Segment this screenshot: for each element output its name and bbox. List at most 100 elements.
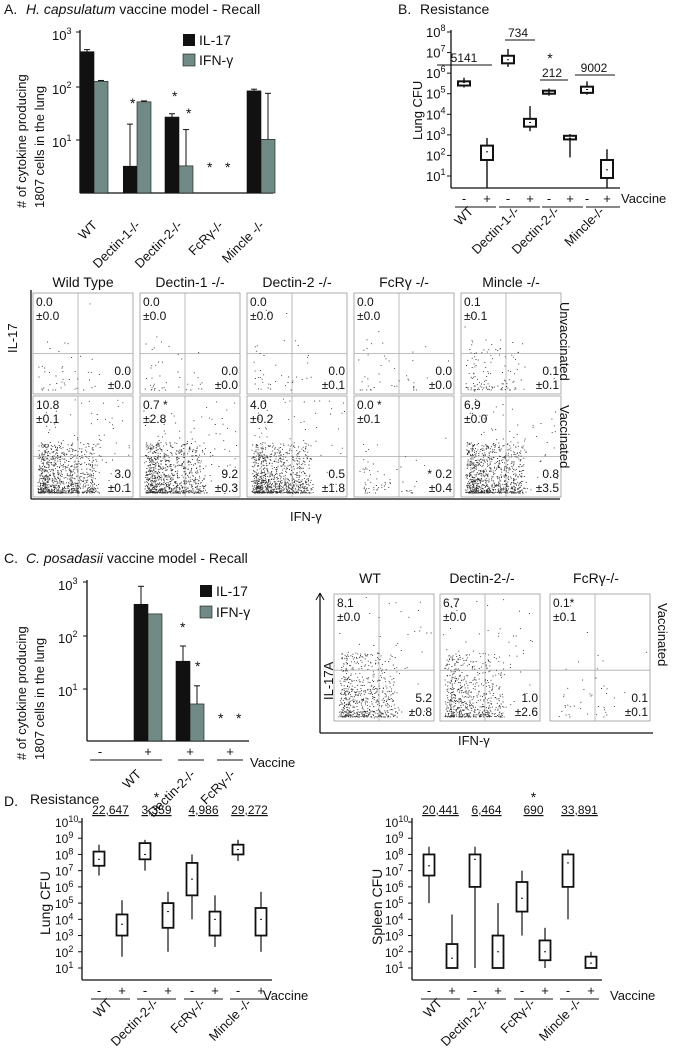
flow2-dots-21: [443, 599, 533, 718]
box-WT-+: [480, 144, 494, 161]
d-lung-box-FcRγ-/--+: [208, 910, 222, 937]
panel-d-spleen-ytick-label-10: 1010: [385, 814, 408, 830]
panel-b-boxes: 5141 734 212 9002 *: [437, 26, 615, 188]
d-lung-sign-1: -: [97, 983, 101, 998]
flow1-lr-value-6: 3.0: [114, 467, 131, 481]
panel-d-spleen-ylabel: Spleen CFU: [369, 869, 385, 945]
flow1-lr-sd-8: ±1.8: [322, 481, 346, 495]
d-spleen-group-label-4: Mincle -/-: [536, 996, 584, 1044]
panel-a-bars: * * * * *: [79, 49, 276, 194]
flow1-dots-9: [359, 437, 447, 494]
panel-d-spleen-ytick-label-7: 107: [385, 863, 403, 879]
flow1-lr-sd-5: ±0.1: [536, 378, 560, 392]
panel-a-ylabel-2: 1807 cells in the lung: [32, 86, 47, 208]
bar-IL-17-Dectin-2-/-: [164, 116, 180, 194]
panel-c-group-wt: WT: [119, 766, 144, 791]
flow2-lr-value-21: 1.0: [521, 691, 538, 705]
legend-swatch-il17: [183, 34, 195, 46]
flow2-ul-sd-21: ±0.0: [443, 610, 467, 624]
significance-star-a-1: *: [130, 95, 136, 111]
flow2-ul-sd-22: ±0.1: [553, 610, 577, 624]
flow1-ul-sd-5: ±0.1: [464, 309, 488, 323]
panel-b-significance-star: *: [547, 50, 553, 66]
panel-b-yticks: 108 107 106 105 104 103 102 101: [426, 23, 451, 184]
d-spleen-box-Mincle -/--+: [584, 955, 598, 969]
panel-a-ytick-1: 101: [52, 133, 71, 150]
legend-c-swatch-ifng: [199, 605, 213, 619]
flow2-ul-value-22: 0.1*: [553, 596, 575, 610]
d-spleen-box-FcRγ-/---: [515, 881, 529, 913]
d-lung-box-WT-+: [115, 913, 129, 937]
flow1-ul-value-5: 0.1: [464, 295, 481, 309]
flow-grid-2: WT Dectin-2-/- FcRγ-/- IL-17A IFN-γ 8.1±…: [315, 570, 670, 748]
flow1-ul-sd-10: ±0.0: [464, 412, 488, 426]
panel-d-title: Resistance: [30, 791, 99, 807]
panel-b-vaccine-label: Vaccine: [621, 191, 666, 206]
flow-grid-1: IL-17 IFN-γ Wild Type Dectin-1 -/- Dectin-…: [5, 274, 572, 524]
panel-c-title-rest: vaccine model - Recall: [103, 550, 248, 566]
panel-d: D. Resistance Lung CFU Spleen CFU 101010…: [4, 789, 655, 1049]
panel-b-title: Resistance: [420, 1, 489, 17]
flow1-row-unvaccinated: Unvaccinated: [557, 302, 572, 381]
panel-b-annotation-4: 9002: [581, 61, 608, 75]
panel-b-ytick-label-4: 104: [426, 105, 445, 122]
panel-d-lung-ytick-label-1: 101: [55, 960, 73, 976]
d-lung-sign-8: +: [257, 983, 265, 998]
panel-c-sign-2: +: [144, 744, 152, 759]
flow1-dots-8: [251, 398, 345, 494]
flow1-lr-sd-4: ±0.0: [429, 378, 453, 392]
significance-star-a-4: *: [207, 159, 213, 175]
panel-b-sign-5: -: [547, 191, 551, 206]
flow2-ul-sd-20: ±0.0: [337, 610, 361, 624]
panel-c-group-fcrg: FcRγ-/-: [197, 767, 238, 808]
flow2-header-wt: WT: [359, 570, 381, 586]
flow1-dots-5: [464, 298, 555, 392]
panel-a-title-rest: vaccine model - Recall: [115, 1, 260, 17]
flow1-lr-value-7: 9.2: [221, 467, 238, 481]
panel-b-ytick-label-5: 105: [426, 85, 445, 102]
panel-a-letter: A.: [4, 1, 17, 17]
panel-c-ylabel-2: 1807 cells in the lung: [32, 638, 47, 760]
panel-b-group-label-4: Mincle-/-: [561, 204, 607, 250]
panel-a-xtick-mincle: Mincle -/-: [219, 218, 267, 266]
panel-c-vaccine-label: Vaccine: [250, 755, 295, 770]
flow1-lr-value-4: 0.0: [435, 364, 452, 378]
d-spleen-box-Mincle -/---: [561, 853, 575, 888]
box-Mincle-/--+: [600, 158, 614, 179]
legend-c-label-ifng: IFN-γ: [216, 604, 250, 620]
panel-b-sign-3: -: [506, 191, 510, 206]
flow1-plot-frame-9: [353, 395, 455, 498]
panel-a-ytick-3: 103: [52, 26, 71, 43]
flow1-row-vaccinated: Vaccinated: [557, 405, 572, 468]
flow1-header-3: Dectin-2 -/-: [262, 274, 332, 290]
panel-b-ylabel: Lung CFU: [410, 81, 425, 140]
flow2-header-dectin2: Dectin-2-/-: [449, 570, 515, 586]
panel-d-lung-ytick-label-5: 105: [55, 895, 73, 911]
svg-text:C. posadasii vaccine model - R: C. posadasii vaccine model - Recall: [26, 550, 248, 566]
panel-a-title-species: H. capsulatum: [26, 1, 116, 17]
flow1-lr-sd-6: ±0.1: [108, 481, 132, 495]
significance-star-c-3: *: [218, 710, 224, 726]
significance-star-a-5: *: [225, 159, 231, 175]
panel-d-lung-ytick-label-8: 108: [55, 846, 73, 862]
panel-d-spleen-ytick-label-6: 106: [385, 879, 403, 895]
flow1-lr-value-2: 0.0: [221, 364, 238, 378]
panel-d-spleen-vaccine-label: Vaccine: [610, 988, 655, 1003]
bar-IFN-γ-Dectin-2-/-: [178, 165, 194, 194]
flow1-lr-sd-3: ±0.1: [322, 378, 346, 392]
flow2-plot-frame-20: [333, 593, 435, 722]
flow1-lr-sd-9: ±0.4: [429, 481, 453, 495]
flow1-plots: Wild Type Dectin-1 -/- Dectin-2 -/- FcRγ -/…: [32, 274, 562, 498]
legend-c-label-il17: IL-17: [216, 583, 248, 599]
flow1-ylabel: IL-17: [5, 323, 20, 353]
panel-d-spleen-ytick-label-8: 108: [385, 846, 403, 862]
panel-b-sign-4: +: [526, 191, 534, 206]
panel-a-ytick-2: 102: [52, 80, 71, 97]
d-spleen-annotation-3: 690: [523, 803, 543, 817]
d-spleen-annotation-4: 33,891: [561, 803, 598, 817]
flow1-ul-sd-2: ±0.0: [143, 309, 167, 323]
flow1-plot-frame-4: [353, 292, 455, 395]
flow1-header-2: Dectin-1 -/-: [155, 274, 225, 290]
bar-IFN-γ-Dectin-1-/-: [136, 101, 152, 194]
